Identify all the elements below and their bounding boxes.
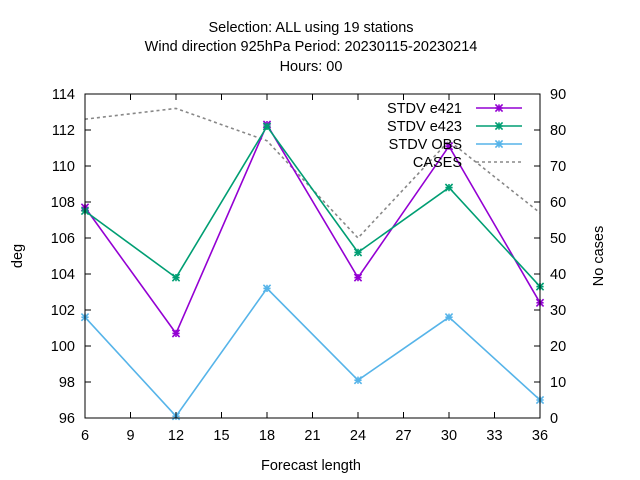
y-axis: 96 98 100 102 104 106 108 110 112 114 bbox=[51, 87, 91, 427]
y-tick-label: 102 bbox=[51, 303, 75, 319]
series-2 bbox=[80, 284, 545, 421]
chart-title: Selection: ALL using 19 stations Wind di… bbox=[145, 20, 478, 75]
y-tick-label: 114 bbox=[52, 87, 75, 103]
x-tick-label: 18 bbox=[259, 428, 275, 444]
y-tick-label: 110 bbox=[52, 159, 75, 175]
legend-marker bbox=[494, 121, 504, 131]
legend-marker bbox=[494, 103, 504, 113]
data-point bbox=[353, 273, 363, 282]
series-0 bbox=[80, 120, 545, 338]
y-tick-label: 108 bbox=[51, 195, 75, 211]
legend-label: STDV e421 bbox=[387, 101, 462, 117]
legend-marker bbox=[494, 139, 504, 149]
data-point bbox=[353, 376, 363, 385]
x-tick-label: 12 bbox=[168, 428, 184, 444]
y2-axis-label: No cases bbox=[591, 226, 607, 286]
y2-tick-label: 80 bbox=[550, 123, 566, 139]
title-line-1: Selection: ALL using 19 stations bbox=[208, 20, 413, 36]
series-line bbox=[84, 107, 541, 240]
plot-frame bbox=[84, 93, 541, 419]
data-point bbox=[171, 329, 181, 338]
title-line-2: Wind direction 925hPa Period: 20230115-2… bbox=[145, 39, 478, 55]
series-1 bbox=[80, 122, 545, 291]
y2-axis: 0 10 20 30 40 50 60 70 80 90 bbox=[534, 87, 566, 427]
y-tick-label: 104 bbox=[51, 267, 75, 283]
x-tick-label: 21 bbox=[304, 428, 320, 444]
y2-tick-label: 30 bbox=[550, 303, 566, 319]
series-line bbox=[84, 122, 541, 336]
y-tick-label: 112 bbox=[52, 123, 75, 139]
y-tick-label: 106 bbox=[51, 231, 75, 247]
data-point bbox=[444, 142, 454, 151]
x-tick-label: 33 bbox=[486, 428, 502, 444]
y-tick-label: 98 bbox=[59, 375, 75, 391]
x-tick-label: 9 bbox=[126, 428, 134, 444]
x-tick-label: 36 bbox=[532, 428, 548, 444]
x-axis: 6 9 12 15 18 21 24 27 30 33 36 bbox=[81, 94, 548, 444]
x-tick-label: 27 bbox=[395, 428, 411, 444]
series-line bbox=[84, 287, 541, 418]
y2-tick-label: 40 bbox=[550, 267, 566, 283]
y2-tick-label: 20 bbox=[550, 339, 566, 355]
y-tick-label: 100 bbox=[51, 339, 75, 355]
x-axis-label: Forecast length bbox=[261, 458, 361, 474]
y2-tick-label: 90 bbox=[550, 87, 566, 103]
x-tick-label: 24 bbox=[350, 428, 366, 444]
data-point bbox=[262, 122, 272, 131]
legend-label: STDV OBS bbox=[389, 137, 462, 153]
y2-tick-label: 10 bbox=[550, 375, 566, 391]
y2-tick-label: 50 bbox=[550, 231, 566, 247]
x-tick-label: 30 bbox=[441, 428, 457, 444]
series-line bbox=[84, 124, 541, 288]
series-3 bbox=[84, 107, 541, 240]
y2-tick-label: 0 bbox=[550, 411, 558, 427]
data-point bbox=[353, 248, 363, 257]
data-point bbox=[171, 273, 181, 282]
x-tick-label: 15 bbox=[213, 428, 229, 444]
legend: STDV e421 STDV e423 STDV OBS CASES bbox=[387, 101, 522, 171]
data-point bbox=[444, 183, 454, 192]
series-layer bbox=[80, 107, 545, 421]
legend-label: STDV e423 bbox=[387, 119, 462, 135]
y-tick-label: 96 bbox=[59, 411, 75, 427]
legend-label: CASES bbox=[413, 155, 462, 171]
data-point bbox=[444, 313, 454, 322]
data-point bbox=[262, 284, 272, 293]
y2-tick-label: 70 bbox=[550, 159, 566, 175]
y-axis-label: deg bbox=[10, 244, 26, 268]
y2-tick-label: 60 bbox=[550, 195, 566, 211]
x-tick-label: 6 bbox=[81, 428, 89, 444]
title-line-3: Hours: 00 bbox=[280, 59, 343, 75]
